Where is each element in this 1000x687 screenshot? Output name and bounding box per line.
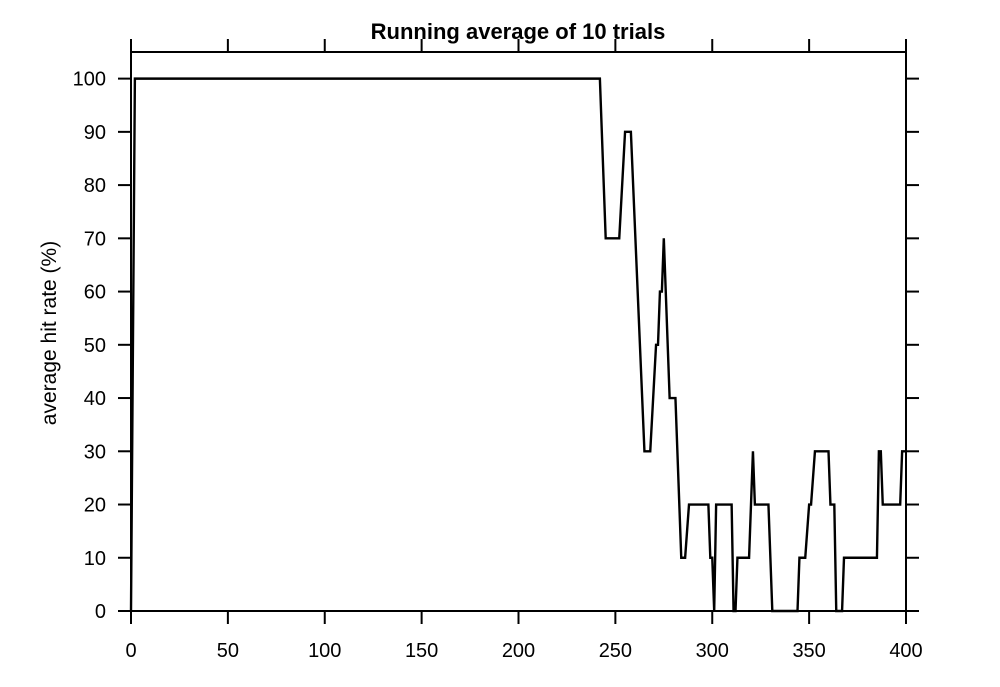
x-tick-label: 300 [696, 640, 729, 662]
x-tick-label: 400 [889, 640, 922, 662]
y-tick-label: 90 [84, 122, 106, 144]
x-tick-label: 200 [502, 640, 535, 662]
y-tick-label: 0 [95, 601, 106, 623]
y-tick-label: 80 [84, 175, 106, 197]
y-tick-label: 100 [73, 69, 106, 91]
series-line [129, 77, 906, 613]
y-tick-label: 70 [84, 228, 106, 250]
y-tick-label: 40 [84, 388, 106, 410]
plot-frame [130, 51, 907, 612]
y-tick-label: 50 [84, 335, 106, 357]
x-tick-label: 150 [405, 640, 438, 662]
x-tick-label: 100 [308, 640, 341, 662]
y-axis-ticks: 0 10 20 30 40 50 60 70 80 90 100 [73, 69, 919, 623]
y-tick-label: 20 [84, 495, 106, 517]
x-tick-label: 350 [792, 640, 825, 662]
y-axis-label: average hit rate (%) [38, 241, 61, 425]
y-tick-label: 30 [84, 441, 106, 463]
x-axis-ticks: 0 50 100 150 200 250 300 350 400 [125, 39, 923, 662]
x-tick-label: 50 [217, 640, 239, 662]
x-tick-label: 250 [599, 640, 632, 662]
y-tick-label: 60 [84, 282, 106, 304]
y-tick-label: 10 [84, 548, 106, 570]
x-tick-label: 0 [125, 640, 136, 662]
